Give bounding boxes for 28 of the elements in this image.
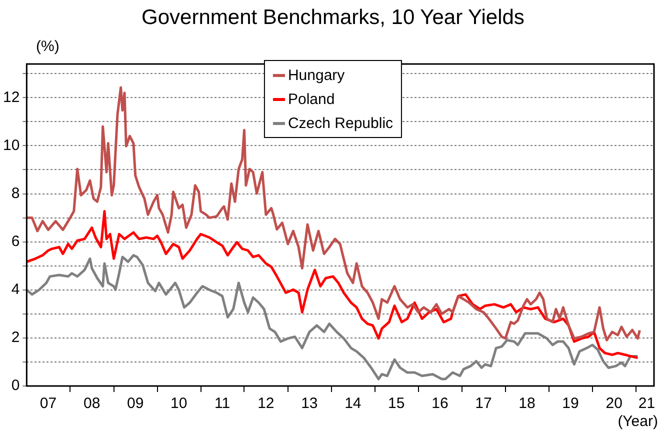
legend-label: Czech Republic — [288, 114, 394, 132]
x-tick-label: 11 — [214, 395, 230, 412]
y-axis-title: (%) — [36, 38, 60, 55]
legend-label: Poland — [288, 90, 335, 108]
x-axis-title: (Year) — [618, 413, 658, 430]
x-tick-label: 18 — [518, 395, 536, 412]
x-tick-label: 08 — [84, 395, 100, 412]
x-tick-label: 17 — [475, 395, 492, 412]
x-tick-label: 15 — [388, 395, 405, 412]
y-tick-label: 12 — [2, 88, 20, 106]
x-tick-label: 14 — [344, 395, 362, 412]
y-tick-label: 6 — [11, 232, 20, 250]
x-tick-label: 10 — [170, 395, 188, 412]
x-tick-label: 16 — [432, 395, 448, 412]
x-tick-label: 21 — [638, 395, 656, 412]
y-tick-label: 0 — [11, 377, 20, 394]
y-tick-label: 10 — [2, 136, 20, 154]
legend-label: Hungary — [288, 66, 345, 84]
x-tick-label: 13 — [301, 395, 318, 412]
x-tick-label: 07 — [40, 395, 57, 412]
chart-title: Government Benchmarks, 10 Year Yields — [140, 6, 526, 30]
x-tick-label: 12 — [258, 395, 274, 412]
x-tick-label: 09 — [127, 395, 144, 412]
y-tick-label: 4 — [11, 281, 20, 298]
y-tick-label: 2 — [11, 329, 20, 346]
y-tick-label: 8 — [11, 184, 20, 202]
x-tick-label: 19 — [562, 395, 579, 412]
x-tick-label: 20 — [606, 395, 622, 412]
